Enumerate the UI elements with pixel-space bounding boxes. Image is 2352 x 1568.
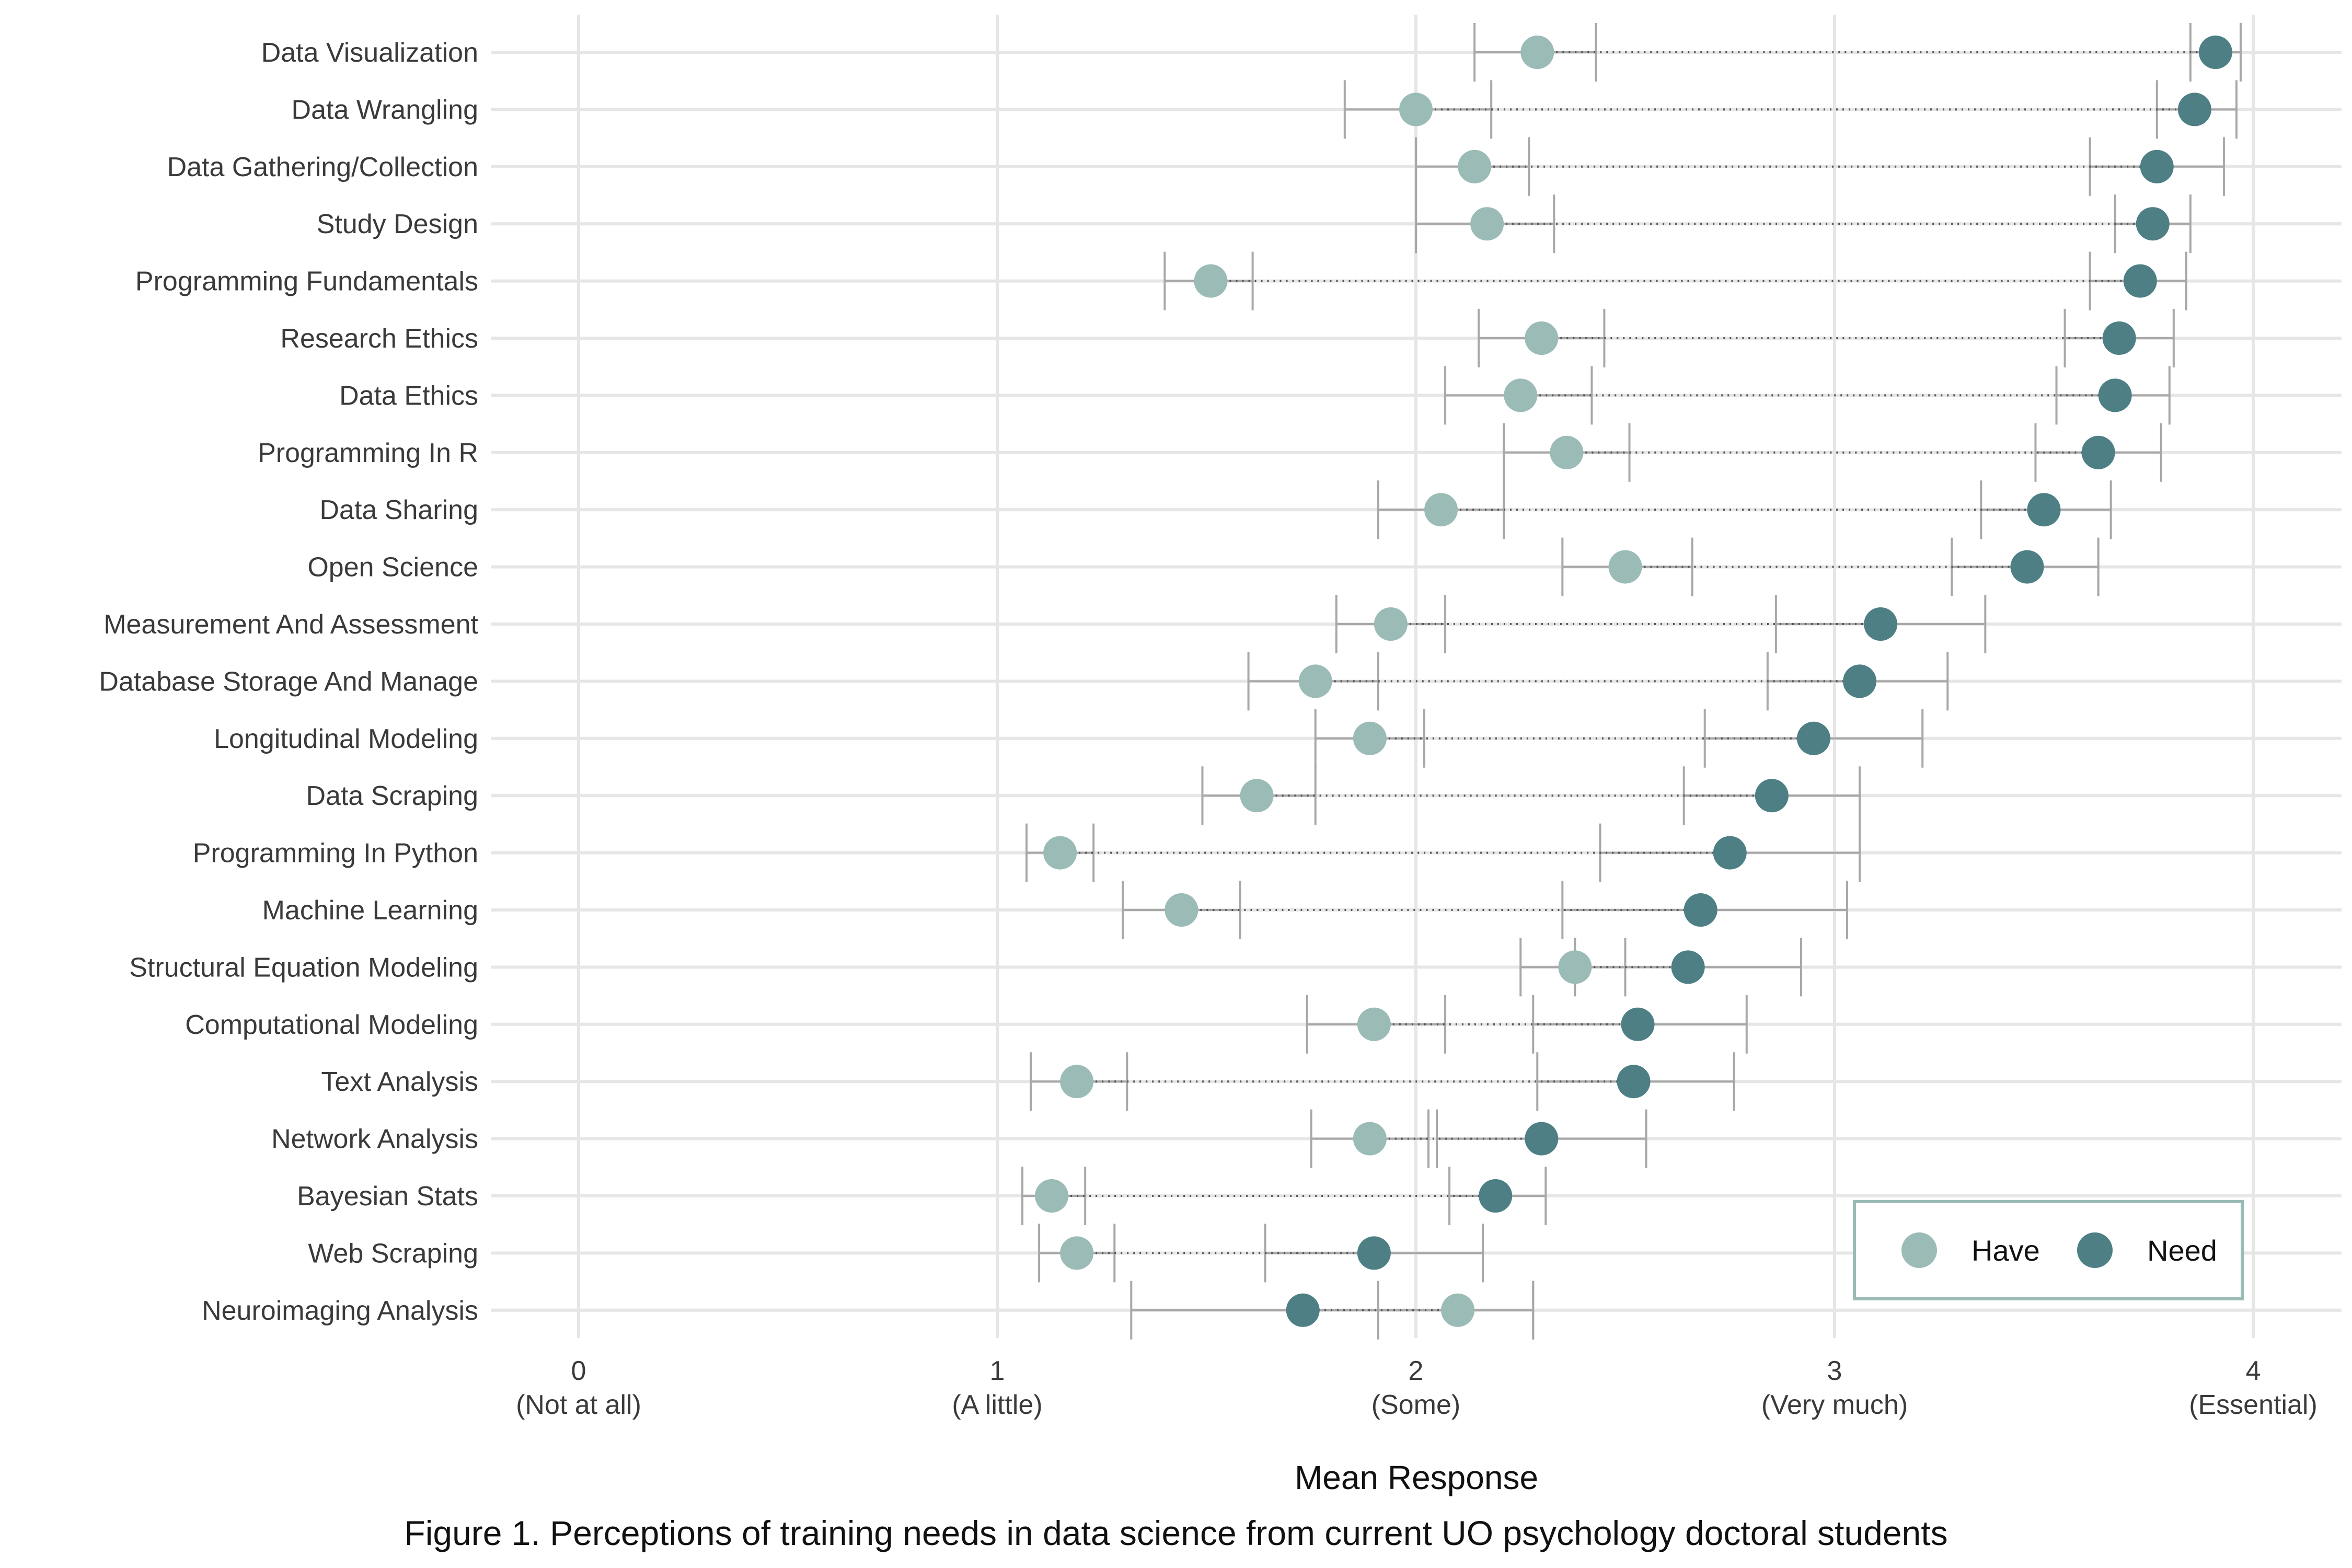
- need-point: [1684, 893, 1717, 927]
- need-point: [2027, 493, 2061, 527]
- need-point: [1617, 1065, 1651, 1099]
- have-point: [1298, 664, 1332, 698]
- need-point: [2136, 207, 2170, 241]
- have-point: [1060, 1236, 1094, 1270]
- category-label: Programming In Python: [193, 838, 478, 869]
- have-point: [1165, 893, 1198, 927]
- need-point: [1796, 721, 1830, 755]
- category-label: Programming Fundamentals: [135, 267, 478, 297]
- category-label: Open Science: [307, 552, 478, 583]
- have-point: [1194, 264, 1228, 298]
- have-point: [1399, 93, 1433, 126]
- have-point: [1550, 435, 1584, 469]
- have-point: [1043, 836, 1077, 870]
- category-label: Web Scraping: [308, 1238, 478, 1269]
- category-label: Data Scraping: [306, 781, 478, 811]
- have-point: [1357, 1007, 1391, 1041]
- category-label: Data Ethics: [339, 381, 478, 411]
- category-label: Network Analysis: [271, 1124, 478, 1155]
- category-label: Database Storage And Manage: [99, 666, 478, 697]
- category-label: Measurement And Assessment: [103, 609, 478, 640]
- x-tick-labels: 0 (Not at all) 1 (A little) 2 (Some) 3 (Very mu…: [516, 1356, 2318, 1420]
- need-point: [1479, 1179, 1513, 1213]
- have-point: [1374, 607, 1408, 641]
- x-tick-sublabel: (Essential): [2189, 1390, 2318, 1420]
- have-point: [1470, 207, 1504, 241]
- x-tick-sublabel: (Some): [1371, 1390, 1460, 1420]
- have-point: [1353, 721, 1387, 755]
- category-label: Data Wrangling: [292, 95, 478, 125]
- need-point: [1621, 1007, 1655, 1041]
- category-label: Data Sharing: [319, 495, 478, 525]
- x-tick-sublabel: (Not at all): [516, 1390, 641, 1420]
- need-point: [1864, 607, 1898, 641]
- category-label: Machine Learning: [262, 895, 478, 926]
- category-label: Programming In R: [258, 438, 478, 468]
- x-tick-label: 1: [990, 1356, 1005, 1386]
- have-point: [1353, 1122, 1387, 1156]
- have-point: [1558, 950, 1592, 984]
- x-tick-label: 4: [2246, 1356, 2261, 1386]
- x-tick-label: 0: [571, 1356, 586, 1386]
- connector-lines: [1052, 51, 2216, 1311]
- need-point: [1713, 836, 1747, 870]
- have-point: [1525, 321, 1559, 355]
- have-point: [1240, 779, 1274, 813]
- category-label: Bayesian Stats: [297, 1181, 478, 1212]
- have-point: [1520, 36, 1554, 69]
- have-point: [1458, 149, 1492, 183]
- category-label: Computational Modeling: [185, 1010, 478, 1040]
- need-point: [1755, 779, 1789, 813]
- category-label: Longitudinal Modeling: [214, 724, 478, 754]
- need-point: [1525, 1122, 1559, 1156]
- need-point: [1671, 950, 1705, 984]
- need-point: [2123, 264, 2157, 298]
- category-label: Data Gathering/Collection: [167, 152, 478, 182]
- need-point: [2098, 378, 2132, 412]
- have-point: [1424, 493, 1458, 527]
- have-point: [1441, 1293, 1475, 1327]
- legend-have-key: [1901, 1232, 1937, 1268]
- category-label: Research Ethics: [280, 324, 478, 354]
- have-point: [1504, 378, 1538, 412]
- need-point: [2081, 435, 2115, 469]
- category-label: Structural Equation Modeling: [129, 952, 478, 983]
- have-point: [1060, 1065, 1094, 1099]
- legend-need-key: [2077, 1232, 2113, 1268]
- have-point: [1035, 1179, 1069, 1213]
- need-point: [2010, 550, 2044, 584]
- category-labels: Data Visualization Data Wrangling Data Gat…: [99, 38, 478, 1326]
- x-tick-label: 2: [1409, 1356, 1424, 1386]
- need-point: [2102, 321, 2136, 355]
- category-label: Text Analysis: [321, 1067, 478, 1097]
- legend-need-label: Need: [2147, 1234, 2217, 1267]
- data-points: [1035, 36, 2232, 1327]
- category-label: Study Design: [317, 209, 478, 239]
- need-point: [2140, 149, 2174, 183]
- x-tick-label: 3: [1827, 1356, 1842, 1386]
- need-point: [2198, 36, 2232, 69]
- category-label: Neuroimaging Analysis: [202, 1296, 478, 1326]
- x-axis-title: Mean Response: [1294, 1459, 1539, 1496]
- x-tick-sublabel: (Very much): [1761, 1390, 1908, 1420]
- need-point: [1357, 1236, 1391, 1270]
- need-point: [1286, 1293, 1320, 1327]
- category-label: Data Visualization: [261, 38, 478, 68]
- need-point: [2177, 93, 2211, 126]
- legend-have-label: Have: [1971, 1234, 2040, 1267]
- need-point: [1843, 664, 1877, 698]
- have-point: [1608, 550, 1642, 584]
- x-tick-sublabel: (A little): [952, 1390, 1042, 1420]
- legend: Have Need: [1853, 1200, 2244, 1300]
- figure-caption: Figure 1. Perceptions of training needs …: [404, 1514, 1948, 1552]
